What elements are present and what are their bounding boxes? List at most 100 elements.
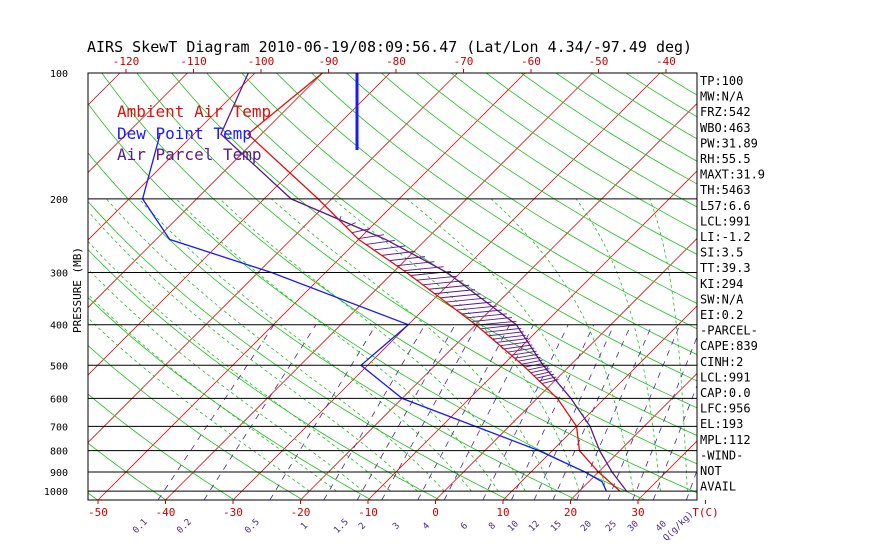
moist-adiabat-line [219, 198, 526, 492]
mixing-ratio-tick-label: 1 [299, 521, 310, 532]
mixing-ratio-line [552, 324, 632, 500]
dry-adiabat-line [88, 296, 372, 500]
stat-line: TT:39.3 [700, 261, 751, 275]
isotherm-line [165, 73, 593, 500]
bottom-temp-tick-label: T(C) [692, 506, 719, 519]
stat-line: SW:N/A [700, 292, 744, 306]
legend: Ambient Air Temp Dew Point Temp Air Parc… [117, 102, 271, 164]
dry-adiabat-line [136, 73, 697, 465]
isotherm-line [88, 73, 188, 174]
dry-adiabat-line [88, 442, 167, 500]
mixing-ratio-tick-label: 10 [506, 519, 521, 534]
mixing-ratio-line [203, 324, 317, 500]
dry-adiabat-line [0, 73, 29, 500]
cape-hatch-line [500, 341, 531, 347]
mixing-ratio-line [511, 324, 595, 500]
top-temp-tick-label: -40 [656, 55, 676, 68]
cape-hatch-line [484, 327, 522, 333]
pressure-tick-label: 900 [50, 468, 68, 479]
mixing-ratio-tick-label: 6 [459, 521, 470, 532]
bottom-temp-tick-label: 30 [631, 506, 644, 519]
dewpoint-temp-line [141, 133, 607, 492]
dry-adiabat-line [660, 73, 697, 96]
mixing-ratio-tick-label: 30 [626, 519, 641, 534]
stat-line: CINH:2 [700, 355, 743, 369]
stat-line: AVAIL [700, 480, 736, 494]
cape-hatch-line [445, 297, 487, 303]
mixing-ratio-tick-label: 12 [527, 519, 542, 534]
moist-adiabat-line [490, 198, 634, 492]
stat-line: EL:193 [700, 417, 743, 431]
top-temp-tick-label: -80 [386, 55, 406, 68]
bottom-temp-tick-label: 10 [496, 506, 509, 519]
cape-hatch-line [492, 334, 526, 340]
isotherm-line [88, 73, 323, 309]
dry-adiabat-line [241, 73, 697, 382]
mixing-ratio-line [632, 335, 697, 500]
bottom-temp-tick-label: -20 [291, 506, 311, 519]
isotherm-line [435, 237, 697, 500]
mixing-ratio-tick-label: 2 [357, 521, 368, 532]
mixing-ratio-line [269, 324, 377, 500]
top-temp-tick-label: -50 [589, 55, 609, 68]
isotherm-line [502, 305, 697, 500]
mixing-ratio-tick-label: 15 [549, 519, 564, 534]
isotherm-line [88, 73, 121, 106]
dry-adiabat-line [88, 152, 577, 500]
cape-hatch-line [503, 344, 533, 350]
mixing-ratio-tick-label: 25 [604, 519, 619, 534]
cape-hatch-line [451, 301, 492, 307]
legend-parcel: Air Parcel Temp [117, 145, 262, 164]
stat-line: L57:6.6 [700, 199, 751, 213]
cape-hatch-line [507, 347, 535, 353]
dry-adiabat-line [206, 73, 697, 409]
plot-frame [87, 69, 706, 504]
dry-adiabat-line [88, 200, 509, 500]
dry-adiabat-line [485, 73, 697, 208]
isotherm-line [367, 170, 697, 500]
y-axis-label: PRESSURE (MB) [71, 247, 84, 333]
cape-hatch-line [511, 350, 537, 356]
stat-line: FRZ:542 [700, 105, 751, 119]
isotherm-line [232, 73, 661, 500]
moist-adiabat-line [106, 198, 445, 492]
cape-hatch-line [440, 293, 481, 299]
moist-adiabat-line [88, 317, 310, 492]
bottom-temp-tick-label: -50 [88, 506, 108, 519]
pressure-tick-label: 700 [50, 422, 68, 433]
legend-ambient: Ambient Air Temp [117, 102, 271, 121]
mixing-ratio-tick-label: 4 [421, 521, 432, 532]
cape-hatch-line [518, 356, 541, 362]
isotherm-line [300, 102, 697, 500]
top-temp-tick-label: -100 [248, 55, 275, 68]
cape-hatch-line [428, 284, 470, 290]
top-temp-tick-label: -70 [454, 55, 474, 68]
stat-line: LCL:991 [700, 214, 751, 228]
cape-hatch-line [471, 317, 513, 322]
bottom-temp-tick-label: -40 [156, 506, 176, 519]
pressure-tick-label: 200 [50, 195, 68, 206]
moist-adiabat-line [88, 240, 391, 492]
dry-adiabat-line [171, 73, 697, 437]
mixing-ratio-tick-label: 1.5 [332, 517, 351, 536]
cape-hatch-line [480, 324, 519, 330]
moist-adiabat-line [138, 198, 472, 492]
dry-adiabat-line [88, 345, 304, 500]
dry-adiabat-line [311, 73, 697, 330]
cape-hatch-line [422, 280, 464, 286]
cape-hatch-line [521, 359, 543, 365]
stat-line: -PARCEL- [700, 324, 758, 338]
top-temp-tick-label: -60 [521, 55, 541, 68]
bottom-temp-tick-label: -30 [223, 506, 243, 519]
stat-line: WBO:463 [700, 121, 751, 135]
stat-line: NOT [700, 464, 722, 478]
top-temp-tick-label: -110 [180, 55, 207, 68]
stat-line: TH:5463 [700, 183, 751, 197]
moist-adiabat-line [271, 198, 553, 492]
moist-adiabat-line [332, 198, 580, 492]
moist-adiabat-line [575, 198, 661, 492]
mixing-ratio-line [607, 324, 681, 500]
mixing-ratio-line [443, 324, 534, 500]
bottom-temp-tick-label: 20 [564, 506, 577, 519]
cape-hatch-line [416, 275, 458, 281]
